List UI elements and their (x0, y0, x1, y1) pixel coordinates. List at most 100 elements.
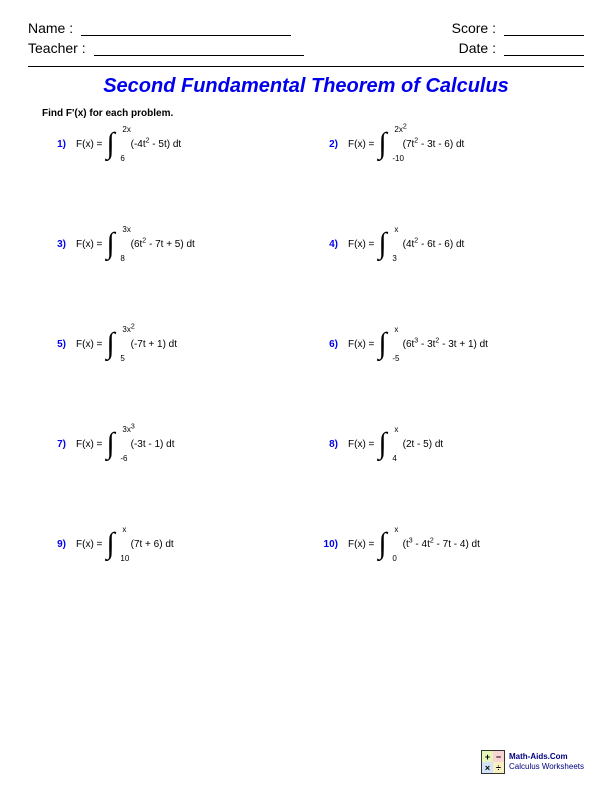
problem-number: 5) (44, 327, 66, 350)
integrand: (2t - 5) dt (403, 439, 444, 450)
upper-limit: 3x2 (122, 325, 134, 334)
integral: ∫3x25 (106, 327, 114, 361)
integral-sign-icon: ∫ (378, 427, 386, 460)
problem-content: F(x) =∫3x25(-7t + 1) dt (76, 327, 177, 361)
problem-content: F(x) = ∫x3 (4t2 - 6t - 6) dt (348, 227, 464, 261)
lower-limit: -5 (392, 354, 399, 363)
upper-limit: x (394, 225, 398, 234)
problem-content: F(x) =∫2x6(-4t2 - 5t) dt (76, 127, 181, 161)
problem-content: F(x) =∫3x3-6(-3t - 1) dt (76, 427, 175, 461)
integral-sign-icon: ∫ (106, 327, 114, 360)
name-label: Name : (28, 20, 73, 36)
upper-limit: 2x2 (394, 125, 406, 134)
score-label: Score : (452, 20, 496, 36)
lower-limit: 5 (120, 354, 124, 363)
integral: ∫3x8 (106, 227, 114, 261)
instructions: Find F'(x) for each problem. (42, 108, 584, 119)
integrand: (7t2 - 3t - 6) dt (403, 139, 465, 150)
integral-sign-icon: ∫ (378, 127, 386, 160)
function-label: F(x) = (76, 139, 102, 150)
integrand: (-7t + 1) dt (131, 339, 177, 350)
integral: ∫x0 (378, 527, 386, 561)
function-label: F(x) = (348, 239, 374, 250)
upper-limit: 3x (122, 225, 130, 234)
problem-number: 10) (316, 527, 338, 550)
function-label: F(x) = (348, 139, 374, 150)
problem: 1)F(x) =∫2x6(-4t2 - 5t) dt (44, 127, 296, 161)
integral: ∫x3 (378, 227, 386, 261)
upper-limit: 2x (122, 125, 130, 134)
integral-sign-icon: ∫ (378, 327, 386, 360)
upper-limit: x (394, 525, 398, 534)
integral-sign-icon: ∫ (378, 527, 386, 560)
problem: 6)F(x) =∫x-5(6t3 - 3t2 - 3t + 1) dt (316, 327, 568, 361)
function-label: F(x) = (76, 239, 102, 250)
problem: 2)F(x) =∫2x2-10(7t2 - 3t - 6) dt (316, 127, 568, 161)
problem: 10)F(x) =∫x0(t3 - 4t2 - 7t - 4) dt (316, 527, 568, 561)
integral: ∫3x3-6 (106, 427, 114, 461)
worksheet-title: Second Fundamental Theorem of Calculus (28, 75, 584, 98)
problem-number: 2) (316, 127, 338, 150)
lower-limit: 10 (120, 554, 129, 563)
integrand: (7t + 6) dt (131, 539, 174, 550)
integrand: (4t2 - 6t - 6) dt (403, 239, 465, 250)
problem-content: F(x) =∫x-5(6t3 - 3t2 - 3t + 1) dt (348, 327, 488, 361)
integrand: (6t3 - 3t2 - 3t + 1) dt (403, 339, 488, 350)
problem-number: 4) (316, 227, 338, 250)
integral: ∫x4 (378, 427, 386, 461)
problem: 9)F(x) =∫x10(7t + 6) dt (44, 527, 296, 561)
problem: 7)F(x) =∫3x3-6(-3t - 1) dt (44, 427, 296, 461)
problem-number: 1) (44, 127, 66, 150)
upper-limit: 3x3 (122, 425, 134, 434)
integral: ∫2x6 (106, 127, 114, 161)
problem-number: 7) (44, 427, 66, 450)
upper-limit: x (394, 325, 398, 334)
logo-icon: + − × ÷ (481, 750, 505, 774)
integral: ∫2x2-10 (378, 127, 386, 161)
lower-limit: 4 (392, 454, 396, 463)
problem-content: F(x) = ∫x4 (2t - 5) dt (348, 427, 443, 461)
logo-divide: ÷ (493, 762, 504, 773)
problems-grid: 1)F(x) =∫2x6(-4t2 - 5t) dt2)F(x) =∫2x2-1… (28, 127, 584, 561)
lower-limit: 8 (120, 254, 124, 263)
function-label: F(x) = (348, 539, 374, 550)
problem-content: F(x) =∫x10(7t + 6) dt (76, 527, 174, 561)
lower-limit: 6 (120, 154, 124, 163)
integral-sign-icon: ∫ (106, 127, 114, 160)
problem-number: 8) (316, 427, 338, 450)
function-label: F(x) = (76, 539, 102, 550)
logo-minus: − (493, 751, 504, 762)
teacher-blank (94, 55, 304, 56)
integral-sign-icon: ∫ (106, 527, 114, 560)
footer: + − × ÷ Math-Aids.Com Calculus Worksheet… (481, 750, 584, 774)
integral: ∫x-5 (378, 327, 386, 361)
integral: ∫x10 (106, 527, 114, 561)
name-blank (81, 35, 291, 36)
integral-sign-icon: ∫ (106, 427, 114, 460)
problem: 4) F(x) = ∫x3 (4t2 - 6t - 6) dt (316, 227, 568, 261)
teacher-label: Teacher : (28, 40, 86, 56)
function-label: F(x) = (76, 439, 102, 450)
lower-limit: -6 (120, 454, 127, 463)
lower-limit: 0 (392, 554, 396, 563)
problem-content: F(x) =∫2x2-10(7t2 - 3t - 6) dt (348, 127, 464, 161)
function-label: F(x) = (348, 339, 374, 350)
date-label: Date : (459, 40, 496, 56)
footer-category: Calculus Worksheets (509, 762, 584, 772)
problem: 8) F(x) = ∫x4 (2t - 5) dt (316, 427, 568, 461)
problem-content: F(x) =∫x0(t3 - 4t2 - 7t - 4) dt (348, 527, 480, 561)
upper-limit: x (122, 525, 126, 534)
function-label: F(x) = (76, 339, 102, 350)
integrand: (-4t2 - 5t) dt (131, 139, 182, 150)
problem: 5)F(x) =∫3x25(-7t + 1) dt (44, 327, 296, 361)
integrand: (t3 - 4t2 - 7t - 4) dt (403, 539, 480, 550)
problem-content: F(x) =∫3x8(6t2 - 7t + 5) dt (76, 227, 195, 261)
footer-site: Math-Aids.Com (509, 752, 584, 762)
problem-number: 6) (316, 327, 338, 350)
function-label: F(x) = (348, 439, 374, 450)
divider (28, 66, 584, 67)
lower-limit: -10 (392, 154, 404, 163)
logo-plus: + (482, 751, 493, 762)
logo-times: × (482, 762, 493, 773)
problem-number: 9) (44, 527, 66, 550)
